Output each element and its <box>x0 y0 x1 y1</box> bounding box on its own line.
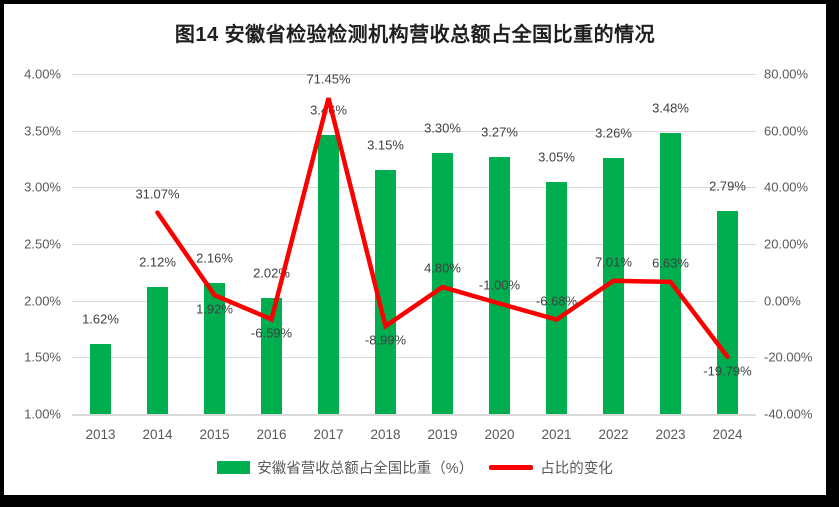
line-series-swatch <box>489 465 534 470</box>
y-axis-left-tick: 1.00% <box>24 406 61 422</box>
legend: 安徽省营收总额占全国比重（%） 占比的变化 <box>4 457 826 478</box>
bar-data-label: 3.26% <box>595 125 632 141</box>
bar-data-label: 3.27% <box>481 124 518 140</box>
line-data-label: -19.79% <box>703 363 752 379</box>
x-axis-tick: 2014 <box>142 427 173 442</box>
line-data-label: -8.99% <box>364 332 407 348</box>
bar-data-label: 1.62% <box>82 311 119 327</box>
bar <box>660 132 681 414</box>
y-axis-left-tick: 3.00% <box>24 179 61 195</box>
y-axis-right-tick: 60.00% <box>764 123 809 139</box>
y-axis-right-tick: 80.00% <box>764 66 809 82</box>
x-axis-tick: 2019 <box>427 427 458 442</box>
gridline <box>72 130 756 132</box>
y-axis-left-tick: 3.50% <box>24 123 61 139</box>
bar <box>717 211 738 414</box>
y-axis-left-tick: 1.50% <box>24 349 61 365</box>
bar-data-label: 3.30% <box>424 120 461 136</box>
y-axis-right-tick: 20.00% <box>764 236 809 252</box>
bar <box>147 287 168 414</box>
y-axis-right-tick: 40.00% <box>764 179 809 195</box>
x-axis-tick: 2016 <box>256 427 287 442</box>
line-data-label: 1.92% <box>196 301 233 317</box>
x-axis-tick: 2021 <box>541 427 572 442</box>
x-axis-tick: 2020 <box>484 427 515 442</box>
line-data-label: 6.63% <box>652 255 689 271</box>
x-axis-tick: 2023 <box>655 427 686 442</box>
legend-item-bar-series: 安徽省营收总额占全国比重（%） <box>217 457 473 478</box>
line-data-label: -6.68% <box>535 293 578 309</box>
line-data-label: 4.80% <box>424 260 461 276</box>
gridline <box>72 414 756 416</box>
x-axis-tick: 2018 <box>370 427 401 442</box>
y-axis-left-tick: 2.00% <box>24 293 61 309</box>
bar-data-label: 3.05% <box>538 149 575 165</box>
gridline <box>72 74 756 75</box>
bar <box>90 343 111 414</box>
bar <box>603 157 624 414</box>
gridline <box>72 244 756 245</box>
chart-title: 图14 安徽省检验检测机构营收总额占全国比重的情况 <box>174 24 656 46</box>
x-axis-tick: 2015 <box>199 427 230 442</box>
x-axis-tick: 2022 <box>598 427 629 442</box>
bar-data-label: 3.48% <box>652 100 689 116</box>
line-data-label: 71.45% <box>306 71 351 87</box>
x-axis-tick: 2024 <box>712 427 743 442</box>
line-data-label: -6.59% <box>250 325 293 341</box>
gridline <box>72 357 756 359</box>
bar-data-label: 3.46% <box>310 102 347 118</box>
bar-data-label: 2.79% <box>709 178 746 194</box>
y-axis-left-tick: 2.50% <box>24 236 61 252</box>
bar-series-swatch <box>217 461 251 474</box>
line-data-label: -1.00% <box>478 277 521 292</box>
bar <box>375 170 396 414</box>
y-axis-left-tick: 4.00% <box>24 66 61 82</box>
bar-series-label: 安徽省营收总额占全国比重（%） <box>257 461 474 477</box>
y-axis-right-tick: 0.00% <box>764 293 801 309</box>
bar <box>432 153 453 414</box>
bar-data-label: 2.02% <box>253 265 290 281</box>
x-axis-tick: 2017 <box>313 427 344 442</box>
line-series-label: 占比的变化 <box>540 461 613 477</box>
y-axis-right-tick: -40.00% <box>764 406 813 422</box>
line-data-label: 31.07% <box>135 186 180 202</box>
x-axis-tick: 2013 <box>85 427 116 442</box>
bar-data-label: 3.15% <box>367 137 404 153</box>
bar-data-label: 2.12% <box>139 254 176 270</box>
bar <box>261 298 282 414</box>
legend-item-line-series: 占比的变化 <box>489 457 613 478</box>
gridline <box>72 300 756 302</box>
y-axis-right-tick: -20.00% <box>764 349 813 365</box>
bar-data-label: 2.16% <box>196 250 233 266</box>
line-data-label: 7.01% <box>595 254 632 270</box>
bar <box>318 135 339 414</box>
